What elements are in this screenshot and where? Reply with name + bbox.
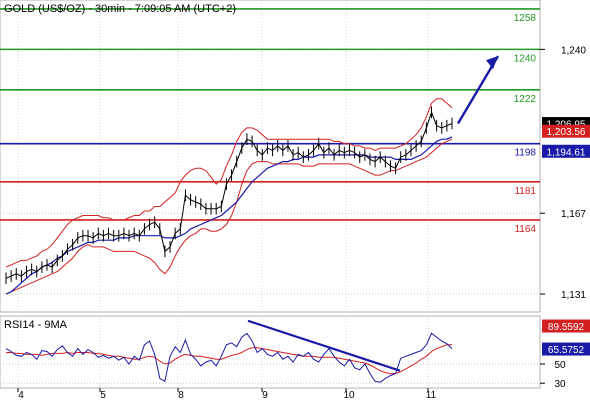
price-panel-frame [0, 0, 541, 313]
level-label: 1164 [514, 224, 536, 235]
x-tick-label: 4 [18, 390, 24, 400]
lower-band-tag: 1,194.61 [547, 147, 586, 158]
x-tick-label: 10 [343, 390, 355, 400]
x-tick-label: 8 [178, 390, 184, 400]
level-label: 1258 [514, 13, 537, 24]
rsi-tick-label: 50 [554, 360, 566, 371]
x-tick-label: 5 [100, 390, 106, 400]
y-tick-label: 1,167 [561, 209, 586, 220]
level-label: 1181 [514, 186, 536, 197]
moving-average-line [5, 136, 453, 295]
level-label: 1198 [514, 148, 536, 159]
x-tick-label: 11 [426, 390, 437, 400]
level-label: 1222 [514, 94, 537, 105]
rsi-line [5, 332, 453, 383]
rsi-trendline [247, 319, 401, 372]
lower-band-tag-bg [542, 144, 590, 158]
forecast-arrow-head [486, 56, 498, 70]
price-line [5, 110, 453, 279]
level-label: 1240 [514, 53, 537, 64]
rsi-panel-title: RSI14 - 9MA [4, 319, 68, 331]
rsi-ma-line [6, 344, 452, 375]
x-tick-labels: 4 5 8 9 10 11 [17, 388, 437, 400]
chart-title: GOLD (US$/OZ) - 30min - 7:09:05 AM (UTC+… [4, 3, 236, 15]
upper-band-tag-bg [542, 124, 590, 138]
rsi-value-tag-bg [542, 319, 590, 333]
rsi-tick-label: 30 [554, 379, 566, 390]
upper-band-line [5, 98, 453, 268]
lower-band-line [5, 138, 453, 295]
x-tick-label: 9 [262, 390, 268, 400]
y-tick-label: 1,131 [561, 290, 586, 301]
upper-band-tag: 1,203.56 [547, 127, 586, 138]
rsi-series-group [5, 319, 453, 383]
rsi-value-tag: 89.5592 [548, 322, 585, 333]
level-lines: 1258 1240 1222 1198 1181 1164 [0, 8, 540, 235]
y-tick-label: 1,240 [561, 45, 586, 56]
rsi-ma-value-tag-bg [542, 342, 590, 356]
forecast-arrow-shaft [456, 55, 500, 125]
price-series-group [5, 55, 500, 295]
rsi-ma-value-tag: 65.5752 [548, 345, 585, 356]
y-tick-labels: 1,240 1,167 1,131 50 30 [540, 45, 586, 390]
